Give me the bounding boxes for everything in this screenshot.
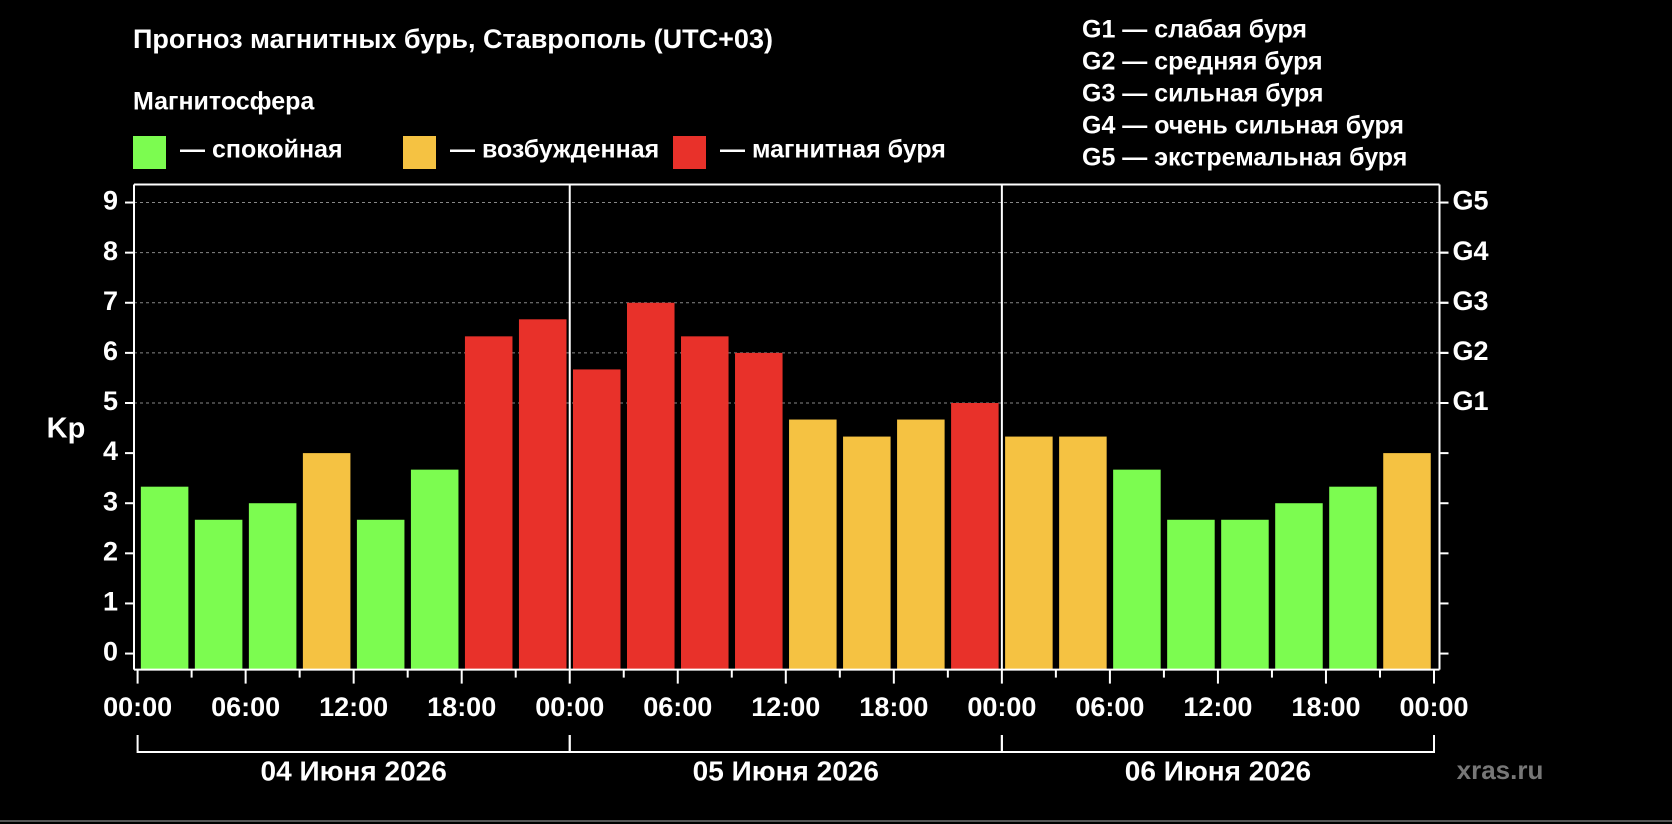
day-label: 05 Июня 2026 [693,755,879,786]
bar [626,302,675,670]
legend-title: Магнитосфера [133,88,315,116]
y2-tick-label: G2 [1453,336,1489,366]
storm-level: G4 — очень сильная буря [1082,112,1404,140]
storm-level: G1 — слабая буря [1082,16,1307,44]
x-tick-label: 12:00 [319,692,388,722]
bar [194,519,243,670]
x-tick-label: 18:00 [1291,692,1360,722]
bar [843,436,891,670]
storm-level: G2 — средняя буря [1082,48,1323,76]
x-tick-label: 18:00 [427,692,496,722]
bar [1113,469,1161,670]
x-tick-label: 00:00 [967,692,1036,722]
bar [1383,453,1431,670]
bar [356,519,405,670]
y-tick-label: 4 [103,436,118,466]
bar [1275,503,1323,670]
storm-level: G3 — сильная буря [1082,80,1324,108]
y-tick-label: 3 [103,486,118,516]
bar [1221,519,1269,670]
y-axis-label: Kp [47,413,86,445]
y2-tick-label: G3 [1453,286,1489,316]
x-tick-label: 06:00 [643,692,712,722]
legend-label: — спокойная [180,136,343,164]
day-label: 04 Июня 2026 [261,755,447,786]
y-tick-label: 8 [103,236,118,266]
bar [1329,486,1377,670]
bar [897,419,945,670]
storm-level: G5 — экстремальная буря [1082,144,1407,172]
bar [572,369,621,670]
day-bracket [568,735,1003,753]
legend-swatch [403,136,436,169]
legend-swatch [133,136,166,169]
legend-swatch [673,136,706,169]
bar [681,336,729,670]
x-tick-label: 00:00 [1399,692,1468,722]
bar [1167,519,1215,670]
bar [464,336,513,670]
y-tick-label: 6 [103,336,118,366]
x-tick-label: 00:00 [535,692,604,722]
day-label: 06 Июня 2026 [1125,755,1311,786]
bar [140,486,189,670]
x-tick-label: 06:00 [1075,692,1144,722]
y-tick-label: 2 [103,536,118,566]
y2-tick-label: G5 [1453,186,1489,216]
legend-label: — возбужденная [450,136,659,164]
x-tick-label: 00:00 [103,692,172,722]
x-tick-label: 12:00 [751,692,820,722]
bar [410,469,459,670]
y-tick-label: 1 [103,587,118,617]
y-tick-label: 5 [103,386,118,416]
watermark: xras.ru [1457,755,1544,785]
bar [951,402,999,670]
y2-tick-label: G1 [1453,386,1489,416]
bar [1005,436,1053,670]
x-tick-label: 18:00 [859,692,928,722]
legend-label: — магнитная буря [720,136,946,164]
bar [735,352,783,670]
day-bracket [136,735,571,753]
bar [248,503,297,670]
bar [1059,436,1107,670]
bar [789,419,837,670]
bar [518,319,567,670]
day-bracket [1000,735,1435,753]
bar [302,453,351,670]
x-tick-label: 12:00 [1183,692,1252,722]
y2-tick-label: G4 [1453,236,1489,266]
y-tick-label: 9 [103,186,118,216]
y-tick-label: 7 [103,286,118,316]
x-tick-label: 06:00 [211,692,280,722]
y-tick-label: 0 [103,637,118,667]
chart-title: Прогноз магнитных бурь, Ставрополь (UTC+… [133,24,773,54]
